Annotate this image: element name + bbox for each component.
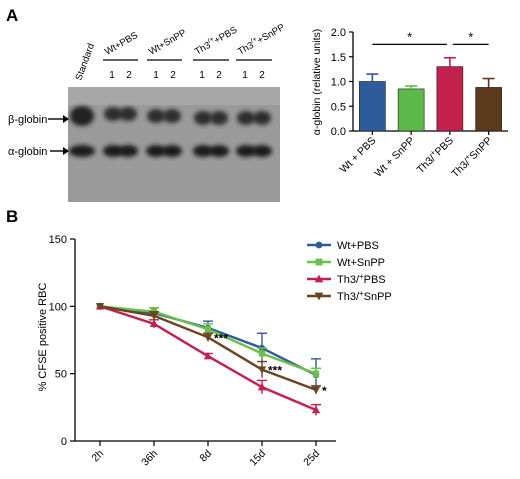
gel-lane-number: 2 bbox=[216, 70, 222, 81]
gel-band-alpha bbox=[103, 145, 123, 157]
band-arrow-beta-head bbox=[63, 115, 69, 123]
line-point-marker bbox=[204, 326, 212, 333]
legend-marker bbox=[314, 274, 324, 283]
line-series-1 bbox=[96, 303, 321, 380]
bar-y-tick-label: 0.0 bbox=[331, 126, 346, 138]
line-y-axis-label: % CFSE positive RBC bbox=[37, 283, 49, 392]
line-point-marker bbox=[311, 386, 321, 395]
gel-lane-number: 2 bbox=[126, 70, 132, 81]
bar bbox=[359, 81, 386, 132]
bar-category-label: Th3/+SnPP bbox=[448, 133, 495, 180]
legend-marker bbox=[314, 292, 324, 301]
bar-category-label: Th3/+PBS bbox=[413, 133, 456, 176]
gel-band-beta bbox=[119, 107, 137, 121]
gel-band-beta bbox=[210, 111, 228, 125]
bar-significance-label: * bbox=[468, 29, 473, 44]
band-label-beta: β-globin bbox=[8, 114, 69, 126]
gel-lane-number: 2 bbox=[170, 70, 176, 81]
gel-lane-number: 1 bbox=[242, 70, 248, 81]
bar-y-tick-label: 1.0 bbox=[331, 77, 346, 89]
line-significance-label: * bbox=[322, 384, 327, 398]
bar-y-tick-label: 0.5 bbox=[331, 101, 346, 113]
line-series-3 bbox=[95, 303, 321, 395]
line-point-marker bbox=[95, 303, 105, 311]
gel-lane-number: 1 bbox=[109, 70, 115, 81]
legend-marker bbox=[315, 241, 323, 249]
gel-group-label: Th3/++SnPP bbox=[236, 21, 287, 58]
line-x-tick-label: 25d bbox=[301, 448, 322, 469]
bar bbox=[475, 87, 502, 132]
line-series-2 bbox=[95, 302, 321, 416]
bar-category-label: Wt + SnPP bbox=[372, 135, 417, 180]
bar bbox=[397, 88, 425, 132]
line-point-marker bbox=[311, 405, 321, 414]
bar-significance-label: * bbox=[407, 29, 412, 44]
gel-lane-number: 1 bbox=[153, 70, 159, 81]
line-significance-label: *** bbox=[268, 364, 282, 378]
line-y-tick-label: 100 bbox=[49, 301, 67, 313]
bar-category-label: Wt + PBS bbox=[338, 135, 379, 176]
gel-band-alpha bbox=[252, 145, 272, 157]
line-point-marker bbox=[149, 312, 159, 320]
line-x-tick-label: 36h bbox=[139, 448, 160, 469]
gel-band-alpha bbox=[209, 145, 229, 157]
line-point-marker bbox=[257, 382, 267, 391]
line-point-marker bbox=[312, 370, 320, 377]
line-point-marker bbox=[258, 350, 266, 357]
line-point-marker bbox=[257, 366, 267, 374]
gel-band-beta bbox=[163, 109, 181, 123]
panel-a-label: A bbox=[6, 6, 18, 25]
line-x-tick-label: 15d bbox=[247, 448, 268, 469]
gel-lane-number: 1 bbox=[199, 70, 205, 81]
gel-band-alpha bbox=[193, 145, 213, 157]
line-y-tick-label: 150 bbox=[49, 234, 67, 246]
gel-band-beta bbox=[194, 111, 212, 125]
gel-background bbox=[68, 87, 280, 202]
line-x-tick-label: 2h bbox=[89, 448, 106, 465]
panel-b-label: B bbox=[6, 207, 18, 226]
line-y-tick-label: 50 bbox=[55, 369, 67, 381]
bar bbox=[436, 66, 464, 132]
legend-marker bbox=[315, 258, 323, 266]
band-arrow-alpha-head bbox=[63, 147, 69, 155]
gel-band-alpha bbox=[236, 145, 256, 157]
line-significance-label: *** bbox=[214, 331, 228, 345]
gel-band-beta bbox=[253, 111, 271, 125]
gel-band-alpha bbox=[118, 145, 138, 157]
band-label-alpha: α-globin bbox=[8, 146, 69, 158]
legend-label: Th3/+PBS bbox=[337, 272, 386, 286]
bar-y-tick-label: 2.0 bbox=[331, 27, 346, 39]
bar-y-axis-label: α-globin (relative units) bbox=[311, 29, 323, 135]
gel-band-beta bbox=[237, 111, 255, 125]
gel-band-beta bbox=[70, 106, 94, 126]
gel-group-label: Wt+PBS bbox=[103, 30, 140, 58]
bar-y-tick-label: 1.5 bbox=[331, 52, 346, 64]
legend-label: Wt+PBS bbox=[337, 240, 379, 252]
line-legend: Wt+PBS Wt+SnPP Th3/+PBS Th3/+SnPP bbox=[307, 240, 392, 303]
line-point-marker bbox=[203, 334, 213, 342]
line-y-tick-label: 0 bbox=[61, 436, 67, 448]
gel-band-alpha bbox=[146, 145, 166, 157]
gel-group-label: Wt+SnPP bbox=[147, 27, 188, 57]
gel-top-haze bbox=[68, 87, 280, 105]
legend-label: Wt+SnPP bbox=[337, 257, 385, 269]
gel-band-alpha bbox=[162, 145, 182, 157]
line-series-path bbox=[99, 305, 317, 391]
gel-band-beta bbox=[147, 109, 165, 123]
gel-standard-label: Standard bbox=[73, 42, 97, 82]
line-point-marker bbox=[203, 351, 213, 360]
gel-band-beta bbox=[104, 107, 122, 121]
line-x-tick-label: 8d bbox=[197, 448, 214, 465]
band-label-beta-text: β-globin bbox=[8, 114, 47, 126]
line-point-marker bbox=[149, 319, 159, 328]
gel-band-alpha bbox=[69, 145, 95, 157]
band-label-alpha-text: α-globin bbox=[8, 146, 47, 158]
gel-group-label: Th3/++PBS bbox=[193, 24, 240, 58]
gel-lane-number: 2 bbox=[259, 70, 265, 81]
legend-label: Th3/+SnPP bbox=[337, 289, 392, 303]
